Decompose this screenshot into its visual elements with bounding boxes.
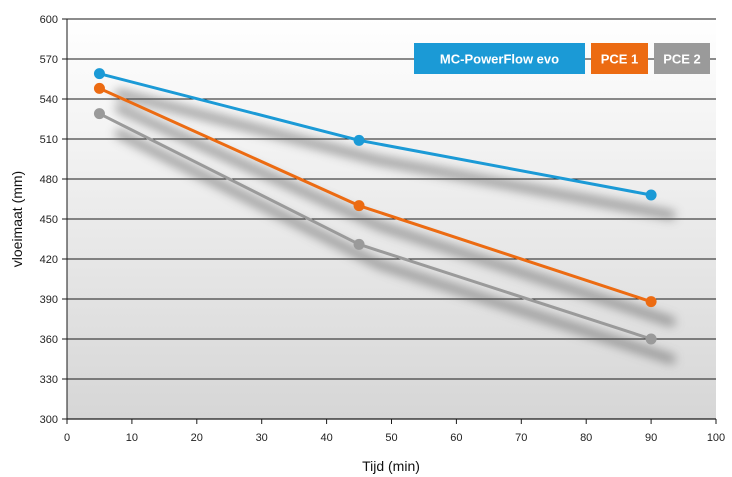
y-tick-label-420: 420	[40, 254, 58, 266]
data-point-pce-1-5	[93, 82, 105, 94]
shadow-mc-powerflow-evo	[114, 89, 676, 220]
y-tick-label-570: 570	[40, 54, 58, 66]
x-tick-label-80: 80	[580, 432, 592, 444]
data-point-pce-1-45	[353, 200, 365, 212]
series-shadows	[114, 89, 676, 364]
x-axis-title: Tijd (min)	[362, 458, 420, 474]
x-tick-label-30: 30	[256, 432, 268, 444]
tick-labels: 300 330 360 390 420 450 480 510 540 570 600 0 10 20 30…	[40, 14, 726, 444]
grid-lines	[67, 18, 716, 380]
x-tick-label-90: 90	[645, 432, 657, 444]
y-axis-title: vloeimaat (mm)	[9, 171, 25, 267]
y-tick-label-540: 540	[40, 94, 58, 106]
legend-label-pce-1: PCE 1	[601, 52, 639, 67]
x-tick-label-60: 60	[450, 432, 462, 444]
x-tick-label-20: 20	[191, 432, 203, 444]
data-point-pce-2-45	[353, 238, 365, 250]
x-tick-label-70: 70	[515, 432, 527, 444]
x-tick-label-50: 50	[385, 432, 397, 444]
axes	[62, 18, 717, 424]
y-tick-label-600: 600	[40, 14, 58, 26]
series-group	[93, 68, 657, 345]
data-point-pce-2-5	[93, 108, 105, 120]
legend-box-mc-powerflow-evo	[414, 43, 585, 74]
y-tick-label-360: 360	[40, 334, 58, 346]
data-point-mc-powerflow-evo-90	[645, 189, 657, 201]
legend-box-pce-1	[591, 43, 648, 74]
y-tick-label-510: 510	[40, 134, 58, 146]
legend: MC-PowerFlow evo PCE 1 PCE 2	[414, 43, 710, 74]
y-tick-label-300: 300	[40, 414, 58, 426]
shadow-pce-1	[114, 103, 676, 327]
data-point-mc-powerflow-evo-45	[353, 134, 365, 146]
y-tick-label-390: 390	[40, 294, 58, 306]
x-tick-label-0: 0	[64, 432, 70, 444]
data-point-mc-powerflow-evo-5	[93, 68, 105, 80]
legend-box-pce-2	[654, 43, 710, 74]
data-point-pce-2-90	[645, 333, 657, 345]
shadow-pce-2	[114, 129, 676, 364]
legend-label-mc-powerflow-evo: MC-PowerFlow evo	[440, 52, 559, 67]
legend-label-pce-2: PCE 2	[663, 52, 701, 67]
y-tick-label-330: 330	[40, 374, 58, 386]
data-point-pce-1-90	[645, 296, 657, 308]
y-tick-label-450: 450	[40, 214, 58, 226]
x-tick-label-40: 40	[320, 432, 332, 444]
x-tick-label-10: 10	[126, 432, 138, 444]
y-tick-label-480: 480	[40, 174, 58, 186]
x-tick-label-100: 100	[707, 432, 725, 444]
